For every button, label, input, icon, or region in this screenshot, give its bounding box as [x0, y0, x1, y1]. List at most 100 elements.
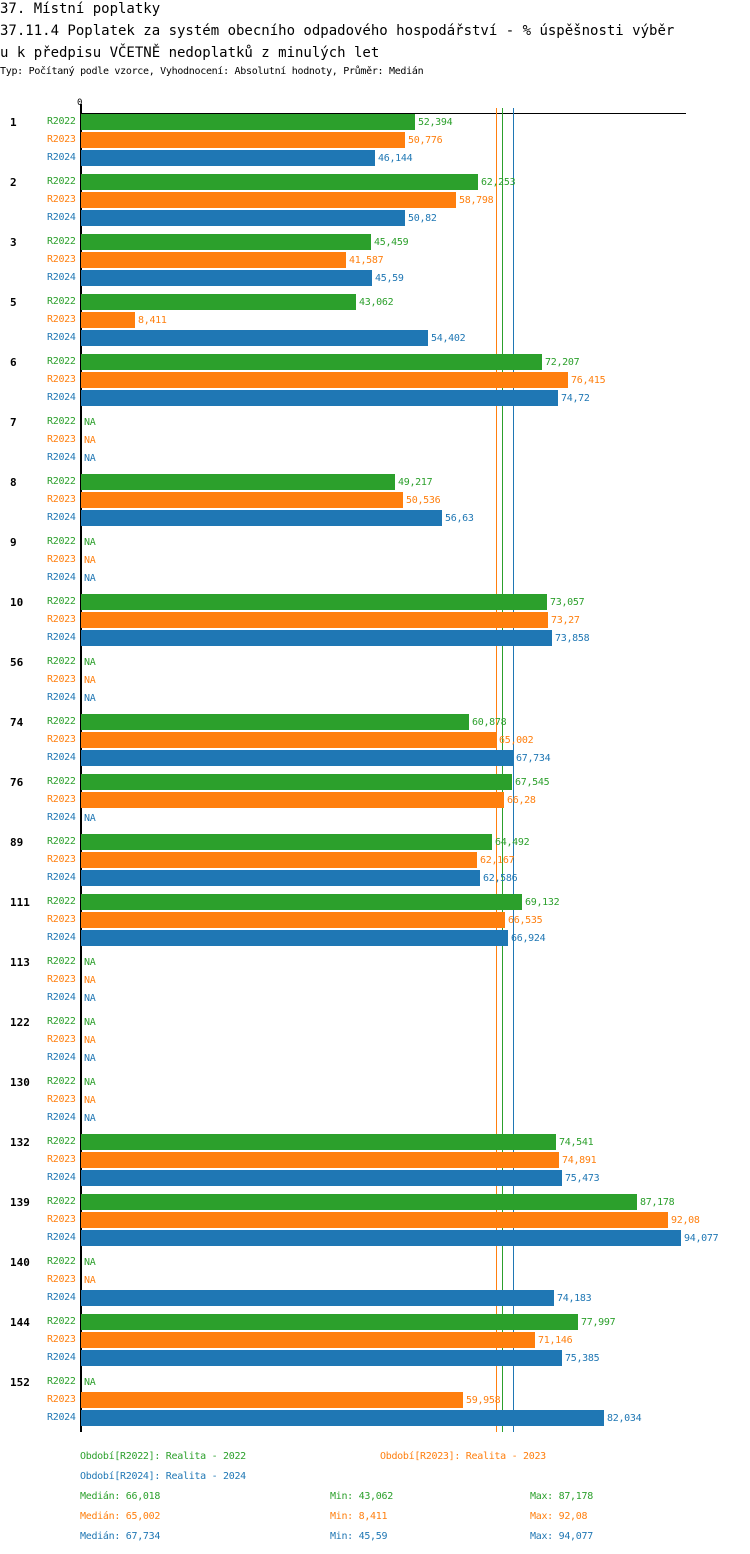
- bar: [81, 732, 496, 748]
- series-label: R2023: [47, 434, 76, 445]
- data-label: 74,541: [559, 1137, 594, 1148]
- bar: [81, 312, 135, 328]
- data-label: 66,535: [508, 915, 543, 926]
- series-label: R2024: [47, 452, 76, 463]
- category-label: 89: [10, 836, 24, 849]
- median-line-R2024: [513, 108, 514, 1432]
- data-label: 54,402: [431, 333, 466, 344]
- data-label: 52,394: [418, 117, 453, 128]
- data-label: 62,167: [480, 855, 515, 866]
- stat-min: Min: 43,062: [330, 1491, 393, 1502]
- data-label: NA: [84, 1275, 96, 1286]
- series-label: R2024: [47, 332, 76, 343]
- bar: [81, 792, 504, 808]
- stat-median: Medián: 66,018: [80, 1491, 161, 1502]
- data-label: 69,132: [525, 897, 560, 908]
- data-label: 49,217: [398, 477, 433, 488]
- data-label: 74,183: [557, 1293, 592, 1304]
- series-label: R2024: [47, 872, 76, 883]
- series-label: R2023: [47, 1154, 76, 1165]
- bar: [81, 1134, 556, 1150]
- series-label: R2023: [47, 614, 76, 625]
- bar: [81, 390, 558, 406]
- bar: [81, 1392, 463, 1408]
- legend-item: Období[R2024]: Realita - 2024: [80, 1471, 246, 1482]
- page-title: 37. Místní poplatky: [0, 1, 161, 17]
- category-label: 140: [10, 1256, 30, 1269]
- median-line-R2022: [502, 108, 503, 1432]
- series-label: R2023: [47, 194, 76, 205]
- data-label: 58,798: [459, 195, 494, 206]
- chart-subtitle-line1: 37.11.4 Poplatek za systém obecního odpa…: [0, 23, 675, 39]
- category-label: 152: [10, 1376, 30, 1389]
- data-label: NA: [84, 1077, 96, 1088]
- data-label: NA: [84, 1095, 96, 1106]
- series-label: R2022: [47, 416, 76, 427]
- bar: [81, 150, 375, 166]
- series-label: R2024: [47, 392, 76, 403]
- series-label: R2022: [47, 1316, 76, 1327]
- bar: [81, 510, 442, 526]
- series-label: R2023: [47, 1214, 76, 1225]
- data-label: 75,385: [565, 1353, 600, 1364]
- category-label: 144: [10, 1316, 30, 1329]
- series-label: R2022: [47, 896, 76, 907]
- data-label: 8,411: [138, 315, 167, 326]
- data-label: 45,59: [375, 273, 404, 284]
- series-label: R2023: [47, 794, 76, 805]
- axis-zero-label: 0: [77, 98, 83, 108]
- series-label: R2024: [47, 212, 76, 223]
- series-label: R2024: [47, 992, 76, 1003]
- series-label: R2022: [47, 356, 76, 367]
- bar: [81, 492, 403, 508]
- series-label: R2024: [47, 1412, 76, 1423]
- chart-subtitle-line2: u k předpisu VČETNĚ nedoplatků z minulýc…: [0, 45, 380, 61]
- data-label: 45,459: [374, 237, 409, 248]
- bar: [81, 750, 513, 766]
- data-label: NA: [84, 975, 96, 986]
- series-label: R2024: [47, 692, 76, 703]
- series-label: R2022: [47, 596, 76, 607]
- series-label: R2023: [47, 1394, 76, 1405]
- series-label: R2022: [47, 1016, 76, 1027]
- data-label: NA: [84, 813, 96, 824]
- category-label: 3: [10, 236, 17, 249]
- data-label: 72,207: [545, 357, 580, 368]
- bar: [81, 114, 415, 130]
- series-label: R2022: [47, 656, 76, 667]
- data-label: 87,178: [640, 1197, 675, 1208]
- series-label: R2022: [47, 716, 76, 727]
- data-label: 46,144: [378, 153, 413, 164]
- data-label: NA: [84, 1017, 96, 1028]
- median-line-R2023: [496, 108, 497, 1432]
- data-label: NA: [84, 657, 96, 668]
- bar: [81, 894, 522, 910]
- data-label: NA: [84, 435, 96, 446]
- data-label: 62,253: [481, 177, 516, 188]
- bar: [81, 1212, 668, 1228]
- category-label: 2: [10, 176, 17, 189]
- bar: [81, 1194, 637, 1210]
- data-label: NA: [84, 537, 96, 548]
- series-label: R2024: [47, 272, 76, 283]
- data-label: 66,924: [511, 933, 546, 944]
- data-label: NA: [84, 573, 96, 584]
- stat-median: Medián: 67,734: [80, 1531, 161, 1542]
- data-label: 73,057: [550, 597, 585, 608]
- series-label: R2024: [47, 1352, 76, 1363]
- bar: [81, 870, 480, 886]
- bar: [81, 930, 508, 946]
- bar: [81, 1152, 559, 1168]
- series-label: R2023: [47, 1334, 76, 1345]
- series-label: R2022: [47, 296, 76, 307]
- x-axis-line: [81, 113, 686, 114]
- bar: [81, 474, 395, 490]
- data-label: 50,82: [408, 213, 437, 224]
- series-label: R2024: [47, 152, 76, 163]
- series-label: R2023: [47, 314, 76, 325]
- category-label: 122: [10, 1016, 30, 1029]
- bar: [81, 912, 505, 928]
- data-label: NA: [84, 1035, 96, 1046]
- category-label: 76: [10, 776, 24, 789]
